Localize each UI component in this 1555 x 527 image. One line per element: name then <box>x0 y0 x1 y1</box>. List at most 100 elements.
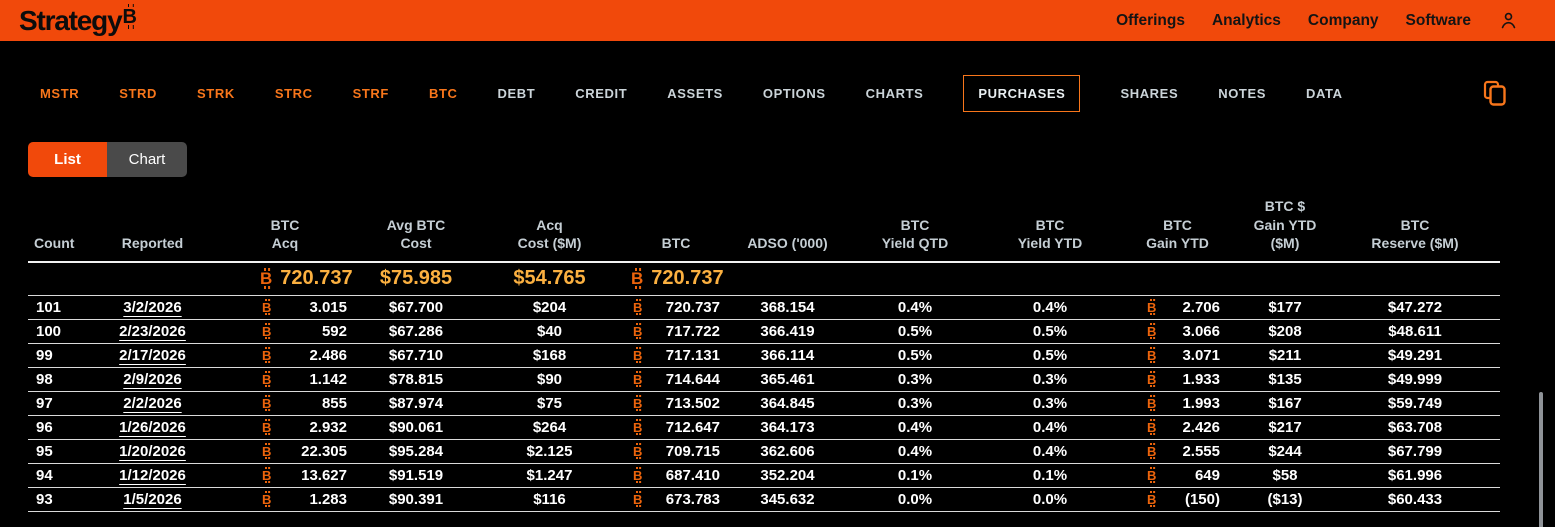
cell-yield_ytd: 0.4% <box>1032 442 1068 460</box>
table-row: 100 2/23/2026 B 592 $67.286 $40 B 717.722 366.41… <box>28 319 1500 343</box>
cell-yield_ytd: 0.3% <box>1032 394 1068 412</box>
column-header-gain_ytd: BTC Gain YTD <box>1146 216 1209 251</box>
cell-btc: B 717.722 <box>633 322 720 340</box>
btc-icon: B <box>633 298 643 315</box>
table-row: 94 1/12/2026 B 13.627 $91.519 $1.247 B 687.410 3… <box>28 463 1500 487</box>
tab-charts[interactable]: CHARTS <box>866 77 924 110</box>
report-date-link[interactable]: 2/2/2026 <box>123 394 182 412</box>
total-acq-cost: $54.765 <box>513 267 586 290</box>
cell-avg_btc_cost: $67.700 <box>388 298 444 316</box>
report-date-link[interactable]: 2/9/2026 <box>123 370 182 388</box>
tab-options[interactable]: OPTIONS <box>763 77 826 110</box>
column-header-reported: Reported <box>121 234 184 251</box>
tab-strc[interactable]: STRC <box>275 77 313 110</box>
btc-icon: B <box>262 466 272 483</box>
report-date-link[interactable]: 1/26/2026 <box>119 418 186 436</box>
cell-acq_cost: $75 <box>536 394 563 412</box>
report-date-link[interactable]: 2/23/2026 <box>119 322 186 340</box>
tab-strd[interactable]: STRD <box>119 77 157 110</box>
cell-reported: 3/2/2026 <box>90 295 215 319</box>
cell-adso: 366.114 <box>760 346 815 364</box>
btc-icon: B <box>1147 394 1157 411</box>
total-btc: B 720.737 <box>631 267 724 290</box>
cell-btc_acq: B 2.932 <box>262 418 347 436</box>
btc-icon: B <box>262 442 272 459</box>
section-tab-bar: MSTR STRD STRK STRC STRF BTC DEBT CREDIT ASSETS O… <box>0 74 1555 112</box>
cell-btc: B 687.410 <box>633 466 720 484</box>
column-header-btc_acq: BTC Acq <box>270 216 300 251</box>
cell-yield_qtd: 0.0% <box>897 490 933 508</box>
cell-yield_qtd: 0.1% <box>897 466 933 484</box>
tab-mstr[interactable]: MSTR <box>40 77 79 110</box>
tab-shares[interactable]: SHARES <box>1120 77 1178 110</box>
cell-adso: 368.154 <box>760 298 815 316</box>
cell-adso: 366.419 <box>760 322 815 340</box>
cell-yield_qtd: 0.5% <box>897 322 933 340</box>
btc-icon: B <box>1147 442 1157 459</box>
tab-debt[interactable]: DEBT <box>498 77 536 110</box>
copy-icon[interactable] <box>1483 80 1507 107</box>
cell-reserve: $48.611 <box>1388 322 1442 340</box>
tab-notes[interactable]: NOTES <box>1218 77 1266 110</box>
tab-strf[interactable]: STRF <box>353 77 389 110</box>
cell-avg_btc_cost: $78.815 <box>388 370 444 388</box>
tab-purchases[interactable]: PURCHASES <box>963 74 1081 112</box>
tab-data[interactable]: DATA <box>1306 77 1343 110</box>
purchases-table: Count Reported BTC Acq Avg BTC Cost Acq Cost… <box>28 189 1500 512</box>
cell-avg_btc_cost: $91.519 <box>388 466 444 484</box>
cell-yield_qtd: 0.3% <box>897 370 933 388</box>
cell-acq_cost: $40 <box>536 322 563 340</box>
chart-toggle-button[interactable]: Chart <box>107 142 187 177</box>
nav-company[interactable]: Company <box>1307 11 1379 29</box>
view-toggle: List Chart <box>28 142 187 177</box>
btc-icon: B <box>633 322 643 339</box>
report-date-link[interactable]: 1/5/2026 <box>123 490 182 508</box>
cell-reported: 2/2/2026 <box>90 391 215 415</box>
table-row: 93 1/5/2026 B 1.283 $90.391 $116 B 673.783 345.6… <box>28 487 1500 511</box>
cell-gain_ytd: B 2.706 <box>1147 298 1220 316</box>
column-header-yield_ytd: BTC Yield YTD <box>1017 216 1083 251</box>
cell-reserve: $61.996 <box>1387 466 1443 484</box>
report-date-link[interactable]: 1/20/2026 <box>119 442 186 460</box>
cell-btc_acq: B 2.486 <box>262 346 347 364</box>
tab-btc[interactable]: BTC <box>429 77 458 110</box>
nav-analytics[interactable]: Analytics <box>1211 11 1281 29</box>
btc-icon: B <box>262 346 272 363</box>
column-header-gain_ytd_usd: BTC $ Gain YTD ($M) <box>1253 198 1317 251</box>
cell-reserve: $59.749 <box>1387 394 1443 412</box>
cell-adso: 362.606 <box>760 442 815 460</box>
btc-icon: B <box>262 370 272 387</box>
cell-yield_qtd: 0.4% <box>897 418 933 436</box>
cell-avg_btc_cost: $95.284 <box>388 442 444 460</box>
purchases-table-wrap: Count Reported BTC Acq Avg BTC Cost Acq Cost… <box>28 189 1555 527</box>
nav-software[interactable]: Software <box>1405 11 1471 29</box>
cell-btc_acq: B 1.283 <box>262 490 347 508</box>
strategy-logo[interactable]: StrategyB <box>19 3 137 36</box>
account-icon[interactable] <box>1498 10 1519 31</box>
logo-text: Strategy <box>19 4 123 36</box>
tab-strk[interactable]: STRK <box>197 77 235 110</box>
cell-gain_ytd: B (150) <box>1147 490 1220 508</box>
cell-btc: B 673.783 <box>633 490 720 508</box>
nav-offerings[interactable]: Offerings <box>1116 11 1185 29</box>
table-row: 96 1/26/2026 B 2.932 $90.061 $264 B 712.647 364.… <box>28 415 1500 439</box>
cell-avg_btc_cost: $67.710 <box>388 346 444 364</box>
report-date-link[interactable]: 2/17/2026 <box>119 346 186 364</box>
table-row: 95 1/20/2026 B 22.305 $95.284 $2.125 B 709.715 3… <box>28 439 1500 463</box>
tab-credit[interactable]: CREDIT <box>575 77 627 110</box>
cell-acq_cost: $168 <box>532 346 567 364</box>
list-toggle-button[interactable]: List <box>28 142 107 177</box>
btc-icon: B <box>631 268 644 290</box>
report-date-link[interactable]: 1/12/2026 <box>119 466 186 484</box>
top-nav-links: Offerings Analytics Company Software <box>1116 12 1471 30</box>
cell-yield_ytd: 0.4% <box>1032 418 1068 436</box>
cell-count: 93 <box>36 490 53 508</box>
report-date-link[interactable]: 3/2/2026 <box>123 298 182 316</box>
btc-icon: B <box>262 418 272 435</box>
vertical-scrollbar[interactable] <box>1539 392 1543 527</box>
tab-assets[interactable]: ASSETS <box>667 77 723 110</box>
cell-count: 94 <box>36 466 53 484</box>
cell-gain_ytd_usd: $217 <box>1268 418 1302 436</box>
cell-reported: 2/23/2026 <box>90 319 215 343</box>
total-avg-btc-cost: $75.985 <box>379 267 453 290</box>
